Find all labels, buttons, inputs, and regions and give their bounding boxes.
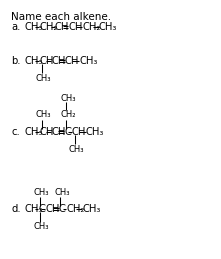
Text: CH: CH (69, 22, 83, 32)
Text: CH₃: CH₃ (24, 204, 43, 214)
Text: CH₃: CH₃ (36, 110, 51, 119)
Text: CH: CH (51, 127, 66, 137)
Text: CH₃: CH₃ (24, 22, 43, 32)
Text: CH₂: CH₂ (82, 22, 101, 32)
Text: CH₂: CH₂ (66, 204, 85, 214)
Text: CH: CH (51, 56, 66, 66)
Text: CH: CH (39, 127, 54, 137)
Text: CH₃: CH₃ (24, 127, 43, 137)
Text: CH₃: CH₃ (79, 56, 98, 66)
Text: CH₂: CH₂ (61, 110, 76, 119)
Text: CH: CH (55, 22, 69, 32)
Text: CH₃: CH₃ (33, 222, 49, 231)
Text: CH₂: CH₂ (39, 22, 58, 32)
Text: c.: c. (11, 127, 20, 137)
Text: CH₃: CH₃ (55, 188, 70, 197)
Text: CH: CH (72, 127, 86, 137)
Text: CH₃: CH₃ (82, 204, 101, 214)
Text: CH: CH (65, 56, 79, 66)
Text: a.: a. (11, 22, 21, 32)
Text: Name each alkene.: Name each alkene. (11, 12, 112, 22)
Text: C: C (38, 204, 45, 214)
Text: CH₃: CH₃ (69, 145, 84, 154)
Text: CH₃: CH₃ (61, 93, 76, 103)
Text: CH₃: CH₃ (36, 74, 51, 83)
Text: CH: CH (39, 56, 54, 66)
Text: C: C (64, 127, 71, 137)
Text: CH: CH (46, 204, 60, 214)
Text: d.: d. (11, 204, 21, 214)
Text: CH₃: CH₃ (99, 22, 117, 32)
Text: CH₃: CH₃ (33, 188, 49, 197)
Text: CH₃: CH₃ (24, 56, 43, 66)
Text: b.: b. (11, 56, 21, 66)
Text: C: C (59, 204, 66, 214)
Text: CH₃: CH₃ (86, 127, 104, 137)
